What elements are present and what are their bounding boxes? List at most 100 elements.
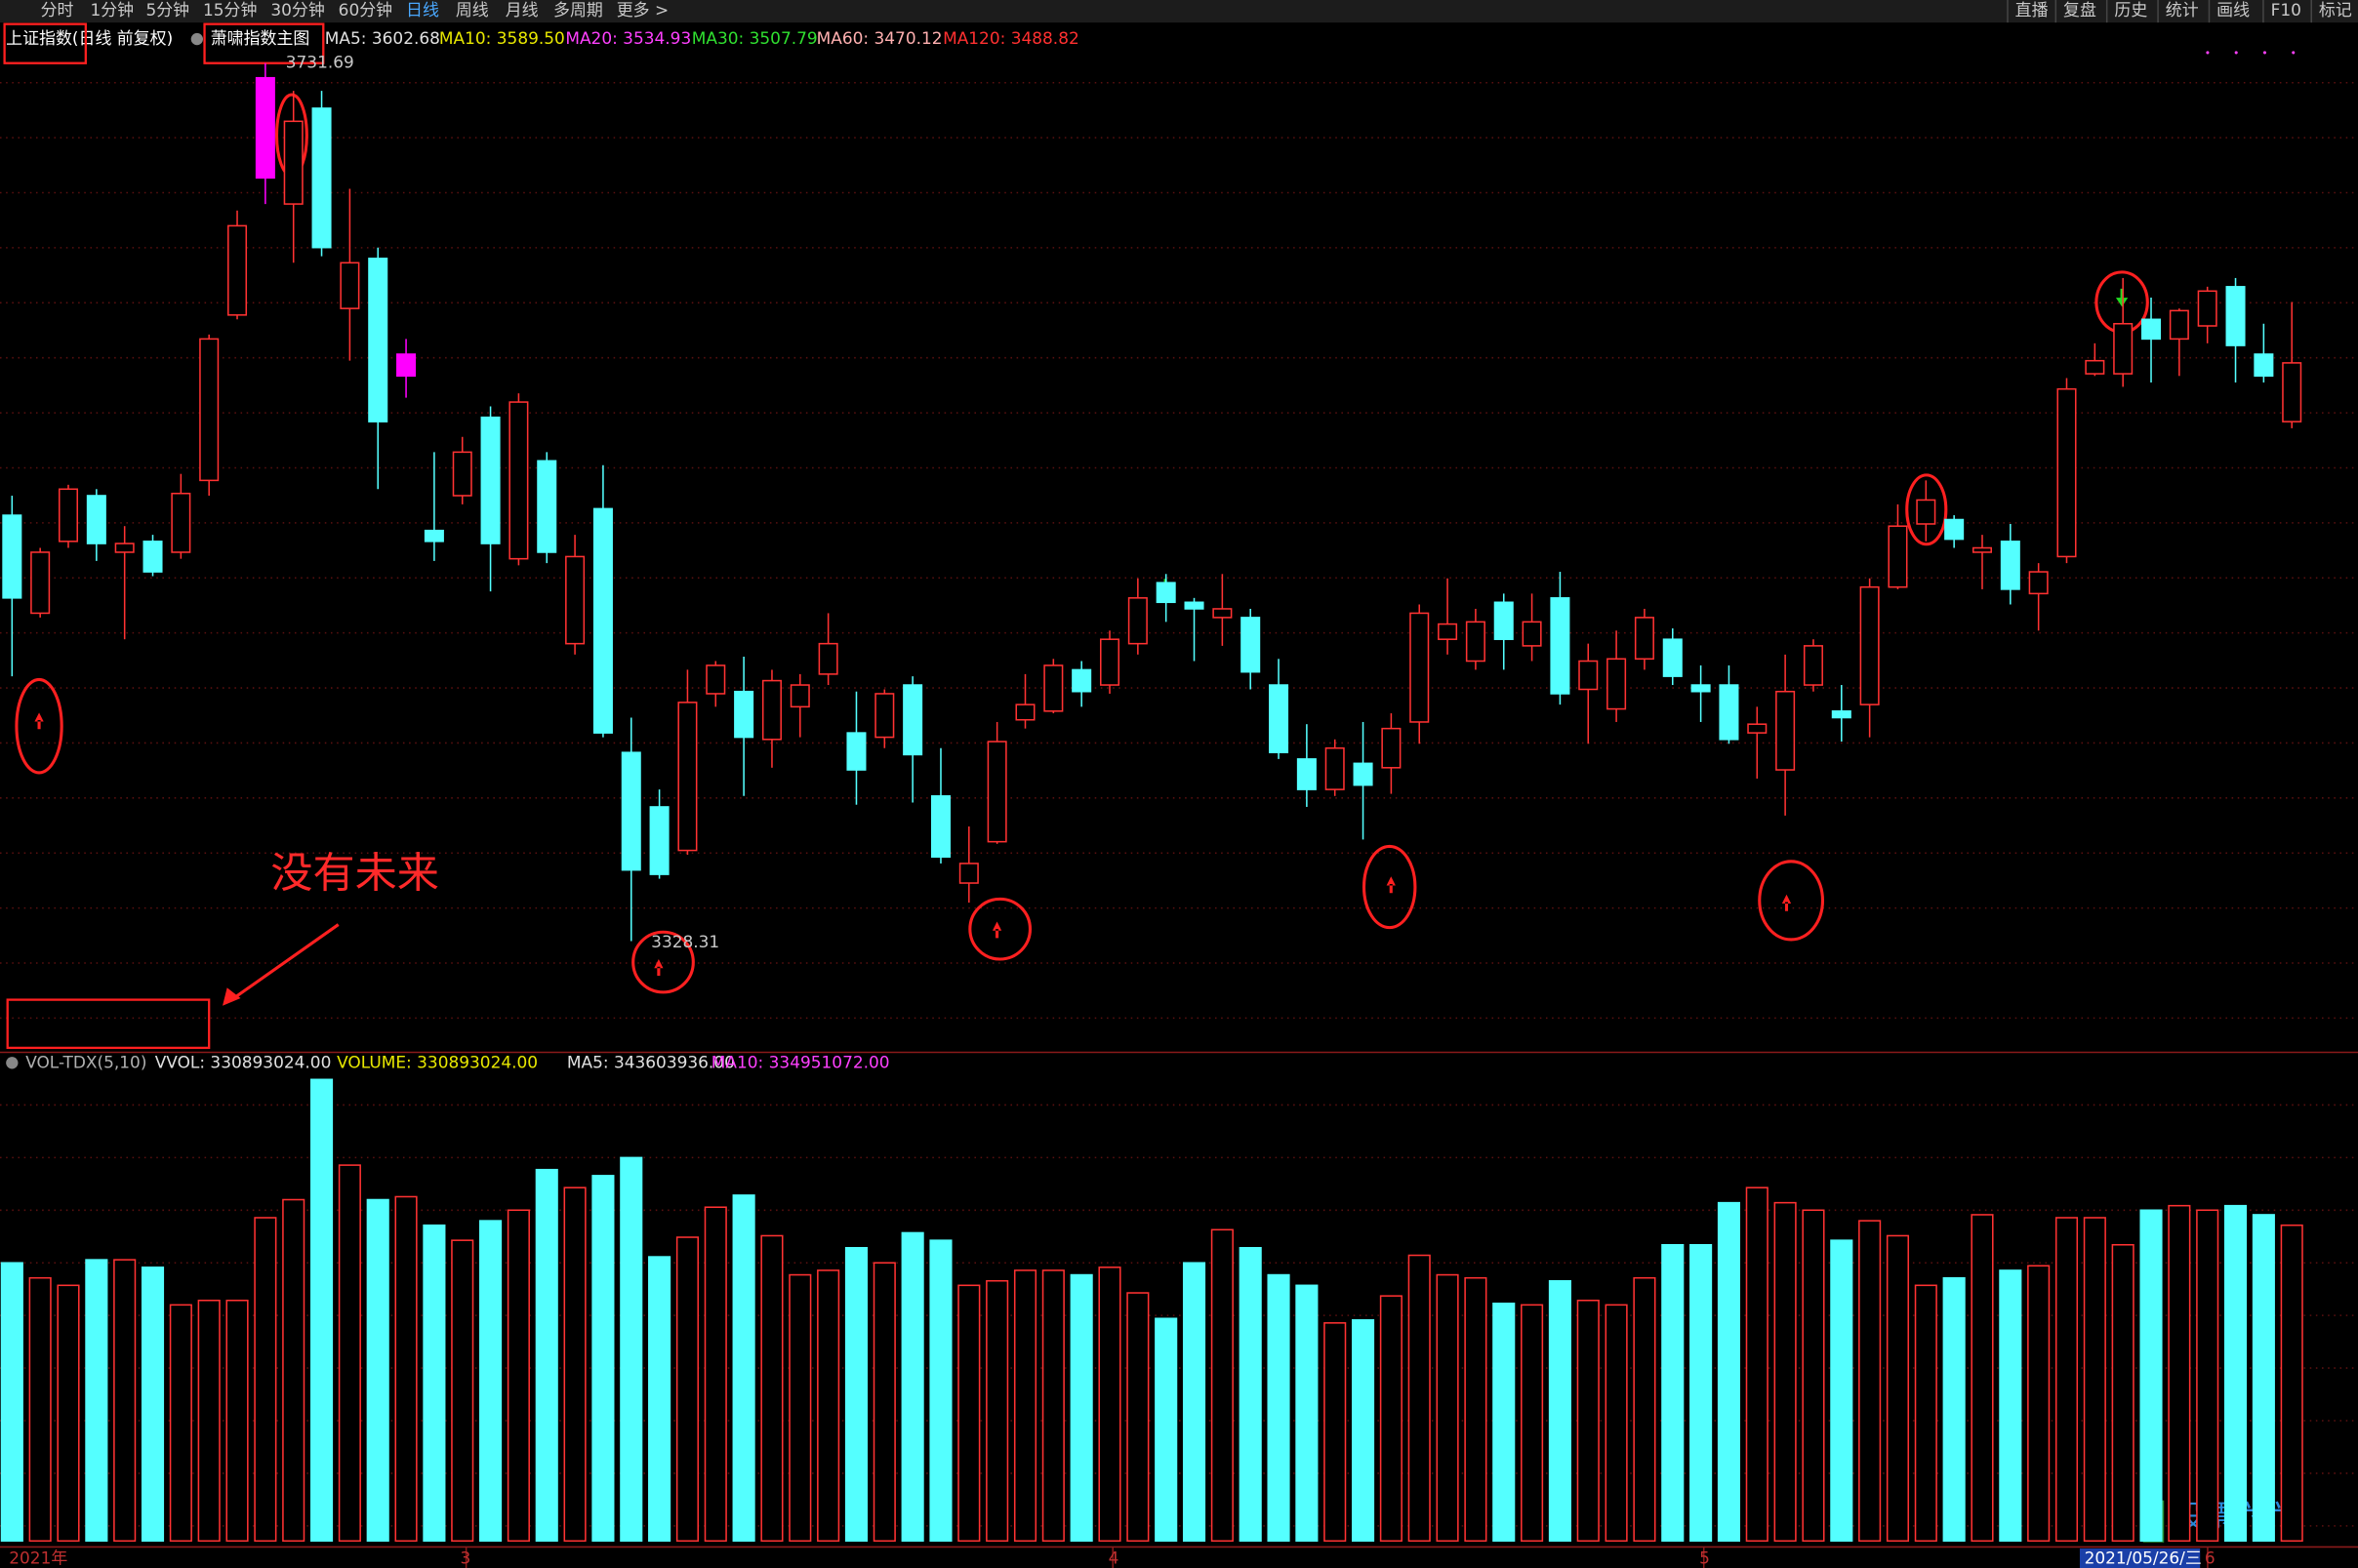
volume-bar [1267, 1273, 1290, 1543]
volume-bar [1182, 1262, 1206, 1543]
volume-bar [2196, 1209, 2219, 1543]
candle-body [227, 224, 248, 316]
candle-body [2113, 322, 2134, 375]
candle-body [1972, 546, 1993, 553]
candle-body [30, 551, 51, 615]
candle-body [649, 806, 670, 875]
volume-bar [1070, 1273, 1093, 1543]
candle-body [58, 488, 79, 543]
volume-bar [1295, 1284, 1319, 1543]
toolbar-button[interactable]: 直播 [2015, 0, 2049, 20]
date-label: 5 [1699, 1548, 1710, 1568]
toolbar-button[interactable]: 标记 [2319, 0, 2352, 20]
candle-body [1438, 623, 1458, 640]
volume-bar [817, 1269, 840, 1543]
highlight-box [3, 22, 87, 64]
ma-label: MA10: 3589.50 [439, 28, 565, 48]
toolbar-tab[interactable]: 分时 [41, 0, 74, 20]
candle-body [1719, 684, 1739, 741]
circles [15, 93, 2149, 994]
toolbar-tab[interactable]: 30分钟 [270, 0, 324, 20]
candle-body [1353, 762, 1373, 786]
highlight-box [6, 998, 211, 1050]
volume-bar [197, 1299, 221, 1543]
candle-body [452, 451, 472, 497]
candle-body [508, 401, 529, 560]
candle-body [1269, 684, 1289, 753]
candle-body [1324, 746, 1345, 790]
toolbar-tab[interactable]: 60分钟 [339, 0, 392, 20]
candle-body [1859, 585, 1880, 705]
volume-bar [366, 1198, 389, 1543]
candle-body [368, 258, 388, 422]
volume-bar [675, 1236, 699, 1543]
ma-label: MA120: 3488.82 [943, 28, 1079, 48]
candle-body [1578, 660, 1599, 691]
candle-body [734, 690, 754, 739]
volume-bar [2223, 1204, 2248, 1543]
date-label: 2021/05/26/三 [2085, 1548, 2202, 1568]
volume-bar [1605, 1304, 1628, 1543]
toolbar-tab[interactable]: 15分钟 [203, 0, 257, 20]
candle-body [846, 732, 867, 771]
volume-bar [704, 1206, 727, 1543]
candle-body [537, 460, 557, 553]
candle-body [480, 416, 501, 544]
candle-body [761, 679, 782, 741]
candle-body [2140, 318, 2162, 341]
volume-bar [85, 1259, 108, 1543]
toolbar-tab[interactable]: 多周期 [553, 0, 603, 20]
volume-bar [2111, 1243, 2134, 1543]
index-name: 上证指数(日线 前复权) [6, 28, 173, 48]
volume-bar [394, 1195, 418, 1543]
annotation: 没有未来 [270, 850, 439, 899]
toolbar-button[interactable]: 统计 [2166, 0, 2199, 20]
ma-label: MA30: 3507.79 [692, 28, 818, 48]
toolbar-button[interactable]: F10 [2271, 0, 2301, 20]
toolbar-tab[interactable]: 月线 [506, 0, 539, 20]
toolbar-tab[interactable]: 1分钟 [90, 0, 134, 20]
volume-bar [1521, 1304, 1544, 1543]
toolbar-button[interactable]: 复盘 [2063, 0, 2096, 20]
candle-body [2, 514, 22, 599]
volume-bar [1407, 1254, 1431, 1543]
date-label: 6 [2205, 1548, 2216, 1568]
volume-bar [2139, 1209, 2163, 1543]
candle-body [283, 120, 304, 205]
highlight-box [203, 22, 325, 64]
ma-label: MA60: 3470.12 [817, 28, 943, 48]
candle-body [340, 261, 360, 309]
volume-bar [929, 1239, 953, 1543]
volume-bar [2168, 1204, 2191, 1543]
volume-bar [957, 1284, 981, 1543]
volume-bar [1155, 1317, 1178, 1543]
annotation-arrow [230, 923, 340, 1001]
date-label: 2021年 [9, 1548, 67, 1568]
candle-body [424, 529, 444, 543]
volume-bar [1436, 1273, 1459, 1543]
toolbar-tab[interactable]: 5分钟 [145, 0, 189, 20]
volume-bar [1210, 1228, 1234, 1543]
ma-label: MA5: 3602.68 [325, 28, 440, 48]
candle-body [1803, 645, 1823, 686]
toolbar-tab[interactable]: 周线 [456, 0, 489, 20]
volume-bar [225, 1299, 249, 1543]
volume-bar [1802, 1209, 1825, 1543]
candle-body [1916, 499, 1936, 525]
volume-bar [2083, 1217, 2106, 1543]
toolbar [0, 0, 2358, 23]
volume-bar [1379, 1295, 1403, 1543]
toolbar-tab[interactable]: 日线 [406, 0, 439, 20]
low-label: 3328.31 [651, 932, 719, 951]
volume-bar [1773, 1201, 1797, 1543]
volume-bar [423, 1224, 446, 1543]
icon [6, 1057, 19, 1069]
volume-bar [1351, 1319, 1375, 1543]
candle-body [2056, 387, 2077, 558]
toolbar-button[interactable]: 历史 [2114, 0, 2147, 20]
toolbar-button[interactable]: 画线 [2216, 0, 2250, 20]
volume-bar [451, 1239, 474, 1543]
volume-bar [648, 1256, 671, 1543]
toolbar-tab[interactable]: 更多 > [617, 0, 669, 20]
